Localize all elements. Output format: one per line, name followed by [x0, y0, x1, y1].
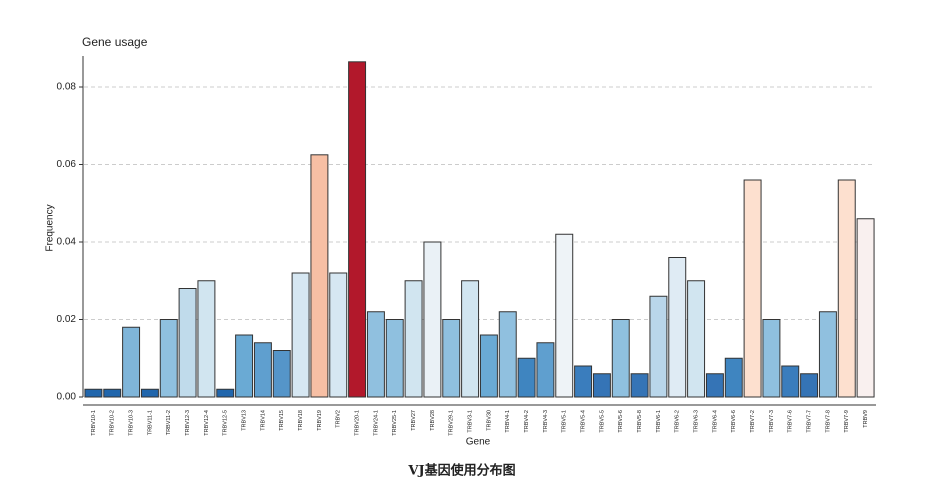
- bar: [329, 272, 348, 398]
- bar: [837, 179, 856, 398]
- bar: [630, 373, 649, 398]
- bar: [611, 319, 630, 398]
- x-tick-label: TRBV14: [260, 410, 266, 431]
- caption: VJ基因使用分布图: [407, 463, 515, 479]
- x-tick-label: TRBV5-8: [637, 410, 643, 433]
- x-tick-label: TRBV6-4: [712, 410, 718, 433]
- bar: [103, 388, 122, 398]
- x-tick-label: TRBV18: [298, 410, 304, 431]
- bar: [385, 319, 404, 398]
- x-tick-label: TRBV10-2: [110, 410, 116, 436]
- x-tick-label: TRBV27: [411, 410, 417, 431]
- bar: [291, 272, 310, 398]
- x-tick-label: TRBV12-5: [223, 410, 229, 436]
- bar: [517, 357, 536, 398]
- bar: [781, 365, 800, 398]
- bar: [122, 326, 141, 398]
- y-tick-label: 0.04: [57, 237, 77, 248]
- bar: [216, 388, 235, 398]
- y-tick-label: 0.00: [57, 392, 77, 403]
- x-tick-label: TRBV12-3: [185, 410, 191, 436]
- x-tick-label: TRBV4-1: [505, 410, 511, 433]
- x-tick-label: TRBV7-2: [750, 410, 756, 433]
- x-tick-label: TRBV24-1: [373, 410, 379, 436]
- x-tick-label: TRBV2: [336, 410, 342, 428]
- x-tick-label: TRBV6-2: [675, 410, 681, 433]
- y-tick-label: 0.02: [57, 314, 77, 325]
- bar: [310, 154, 329, 398]
- x-tick-label: TRBV6-1: [656, 410, 662, 433]
- bar: [140, 388, 159, 398]
- bar: [159, 319, 178, 398]
- x-tick-label: TRBV10-1: [91, 410, 97, 436]
- bar: [818, 311, 837, 398]
- x-tick-label: TRBV15: [279, 410, 285, 431]
- x-tick-label: TRBV11-1: [147, 410, 153, 435]
- x-tick-label: TRBV30: [486, 410, 492, 431]
- x-tick-label: TRBV11-2: [166, 410, 172, 435]
- x-tick-label: TRBV4-3: [543, 410, 549, 433]
- x-tick-label: TRBV7-3: [769, 410, 775, 433]
- bar: [178, 288, 197, 398]
- x-tick-label: TRBV28: [430, 410, 436, 431]
- bar: [536, 342, 555, 398]
- bar: [442, 319, 461, 398]
- bar: [743, 179, 762, 398]
- x-tick-label: TRBV6-3: [694, 410, 700, 433]
- x-tick-label: TRBV6-6: [731, 410, 737, 433]
- bar: [404, 280, 423, 398]
- bar: [574, 365, 593, 398]
- x-axis-label: Gene: [466, 437, 491, 448]
- bar: [705, 373, 724, 398]
- x-tick-label: TRBV13: [242, 410, 248, 431]
- bar: [649, 295, 668, 398]
- bar: [348, 61, 367, 398]
- x-tick-label: TRBV7-8: [825, 410, 831, 433]
- x-tick-label: TRBV12-4: [204, 410, 210, 436]
- x-tick-label: TRBV7-6: [788, 410, 794, 433]
- bar: [253, 342, 272, 398]
- bar: [272, 350, 291, 398]
- x-tick-label: TRBV9: [863, 410, 869, 428]
- bar: [800, 373, 819, 398]
- bar: [235, 334, 254, 398]
- x-tick-label: TRBV3-1: [468, 410, 474, 433]
- bar: [762, 319, 781, 398]
- x-tick-label: TRBV5-4: [581, 410, 587, 433]
- x-tick-label: TRBV19: [317, 410, 323, 431]
- x-tick-label: TRBV7-9: [844, 410, 850, 433]
- bar: [724, 357, 743, 398]
- bar: [668, 257, 687, 398]
- x-tick-label: TRBV29-1: [449, 410, 455, 436]
- bar: [366, 311, 385, 398]
- bar: [856, 218, 875, 398]
- chart-title: Gene usage: [82, 35, 148, 49]
- x-tick-label: TRBV5-1: [562, 410, 568, 433]
- bar: [479, 334, 498, 398]
- x-tick-label: TRBV10-3: [129, 410, 135, 436]
- bar: [84, 388, 103, 398]
- x-tick-label: TRBV7-7: [807, 410, 813, 433]
- y-tick-label: 0.06: [57, 159, 77, 170]
- x-tick-label: TRBV4-2: [524, 410, 530, 433]
- bar: [555, 233, 574, 398]
- bar: [423, 241, 442, 398]
- x-tick-label: TRBV5-5: [599, 410, 605, 433]
- bar: [197, 280, 216, 398]
- bar: [592, 373, 611, 398]
- x-tick-label: TRBV5-6: [618, 410, 624, 433]
- bar: [687, 280, 706, 398]
- y-tick-label: 0.08: [57, 82, 77, 93]
- x-tick-label: TRBV25-1: [392, 410, 398, 436]
- y-axis-label: Frequency: [45, 204, 56, 251]
- bar: [498, 311, 517, 398]
- x-tick-label: TRBV20-1: [355, 410, 361, 436]
- bar: [461, 280, 480, 398]
